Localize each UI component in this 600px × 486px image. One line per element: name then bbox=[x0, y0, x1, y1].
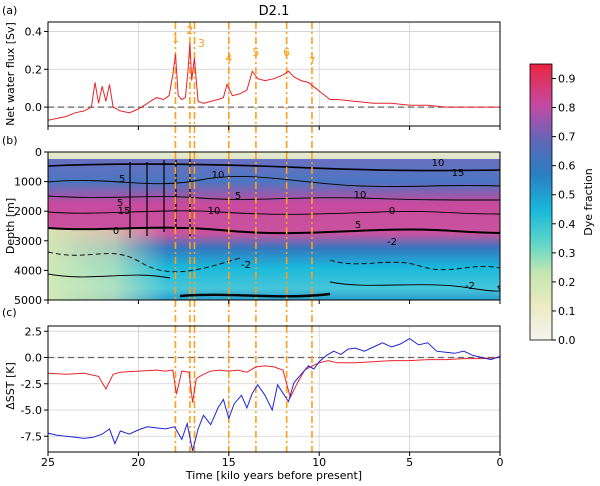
panel-label-b: (b) bbox=[2, 134, 18, 147]
event-label: 6 bbox=[283, 46, 290, 59]
panel-c-frame bbox=[47, 325, 501, 453]
contour-label: 15 bbox=[452, 168, 465, 179]
panel-b-contour bbox=[48, 226, 500, 235]
y-tick-label: 2000 bbox=[14, 205, 42, 218]
contour-label: 10 bbox=[354, 190, 367, 201]
y-tick-label: -2.5 bbox=[21, 378, 42, 391]
y-tick-label: 3000 bbox=[14, 235, 42, 248]
panel-c-ylabel: ΔSST [K] bbox=[4, 362, 17, 410]
panel-c-red-line bbox=[47, 357, 501, 403]
contour-label: 5 bbox=[235, 191, 241, 202]
panel-b-contour bbox=[48, 195, 500, 201]
colorbar-tick-label: 0.4 bbox=[558, 218, 576, 231]
panel-b-contour bbox=[179, 292, 331, 298]
panel-b-cold-region bbox=[48, 228, 168, 300]
colorbar-label: Dye fraction bbox=[582, 168, 595, 236]
contour-label: -2 bbox=[387, 237, 397, 248]
contour-label: 15 bbox=[118, 206, 131, 217]
panel-b-contour bbox=[48, 210, 500, 215]
contour-label: 10 bbox=[208, 206, 221, 217]
colorbar-tick-label: 0.3 bbox=[558, 247, 576, 260]
panel-a-frame bbox=[47, 21, 501, 127]
panel-a-plot: 0.4 0.2 0.0 123 4 5 6 7 bbox=[25, 21, 501, 326]
contour-label: 0 bbox=[113, 226, 119, 237]
y-tick-label: -7.5 bbox=[21, 430, 42, 443]
colorbar-bar bbox=[529, 63, 553, 341]
colorbar-tick-label: 0.5 bbox=[558, 189, 576, 202]
panel-c-frame-bg bbox=[48, 326, 500, 452]
colorbar-tick-label: 0.9 bbox=[558, 73, 576, 86]
colorbar-tick-label: 0.1 bbox=[558, 305, 576, 318]
y-tick-label: 0 bbox=[35, 146, 42, 159]
y-tick-label: 1000 bbox=[14, 176, 42, 189]
panel-b-contour bbox=[329, 259, 500, 271]
event-label: 4 bbox=[225, 52, 232, 65]
panel-b-contour bbox=[329, 281, 500, 292]
x-tick-label: 0 bbox=[497, 456, 504, 469]
event-label: 7 bbox=[308, 55, 315, 68]
event-label: 3 bbox=[198, 37, 205, 50]
figure-title: D2.1 bbox=[259, 4, 290, 19]
y-tick-label: 2.5 bbox=[25, 325, 43, 338]
x-tick-label: 25 bbox=[41, 456, 55, 469]
colorbar-tick-label: 0.8 bbox=[558, 102, 576, 115]
contour-label: -2 bbox=[241, 260, 251, 271]
contour-label: 5 bbox=[119, 174, 125, 185]
x-axis-label: Time [kilo years before present] bbox=[185, 469, 362, 482]
panel-a-flux-line bbox=[47, 42, 500, 121]
event-label: 5 bbox=[252, 46, 259, 59]
contour-label: 0 bbox=[389, 206, 395, 217]
panel-a-ylabel: Net water flux [Sv] bbox=[4, 22, 17, 126]
contour-label: -2 bbox=[465, 281, 475, 292]
colorbar-tick-label: 0.0 bbox=[558, 334, 576, 347]
y-tick-label: 0.4 bbox=[25, 25, 43, 38]
y-tick-label: 4000 bbox=[14, 264, 42, 277]
y-tick-label: 0.0 bbox=[25, 101, 43, 114]
contour-label: 10 bbox=[432, 158, 445, 169]
panel-b-contour bbox=[48, 176, 500, 188]
panel-b-frame bbox=[47, 151, 501, 301]
colorbar-tick-label: 0.6 bbox=[558, 160, 576, 173]
y-tick-label: 5000 bbox=[14, 294, 42, 307]
panel-label-a: (a) bbox=[2, 4, 17, 17]
x-tick-label: 15 bbox=[222, 456, 236, 469]
y-tick-label: 0.2 bbox=[25, 63, 43, 76]
x-tick-label: 10 bbox=[312, 456, 326, 469]
panel-b-contour bbox=[48, 251, 241, 273]
panel-c-blue-line bbox=[47, 338, 501, 452]
colorbar: 0.9 0.8 0.7 0.6 0.5 0.4 0.3 0.2 0.1 0.0 Dye fract… bbox=[529, 63, 595, 347]
x-tick-label: 5 bbox=[406, 456, 413, 469]
panel-b-contour bbox=[129, 158, 191, 238]
y-tick-label: -5.0 bbox=[21, 404, 42, 417]
event-label: 2 bbox=[186, 24, 193, 37]
contour-label: 10 bbox=[212, 170, 225, 181]
panel-label-c: (c) bbox=[2, 306, 17, 319]
contour-label: 5 bbox=[355, 220, 361, 231]
panel-c-plot: 2.5 0.0 -2.5 -5.0 -7.5 25 20 15 10 5 0 bbox=[21, 126, 504, 469]
contour-label: 5 bbox=[117, 198, 123, 209]
y-tick-label: 0.0 bbox=[25, 352, 43, 365]
panel-b-contour bbox=[48, 163, 500, 172]
panel-a-frame-bg bbox=[48, 22, 500, 126]
colorbar-tick-label: 0.7 bbox=[558, 131, 576, 144]
event-label: 1 bbox=[172, 32, 179, 45]
x-tick-label: 20 bbox=[131, 456, 145, 469]
panel-b-contour bbox=[48, 273, 171, 279]
panel-b-ylabel: Depth [m] bbox=[4, 198, 17, 254]
panel-b-surface-band bbox=[48, 152, 500, 159]
colorbar-tick-label: 0.2 bbox=[558, 276, 576, 289]
